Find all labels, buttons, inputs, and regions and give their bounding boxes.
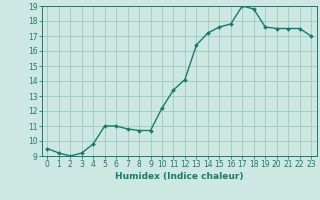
X-axis label: Humidex (Indice chaleur): Humidex (Indice chaleur) bbox=[115, 172, 244, 181]
